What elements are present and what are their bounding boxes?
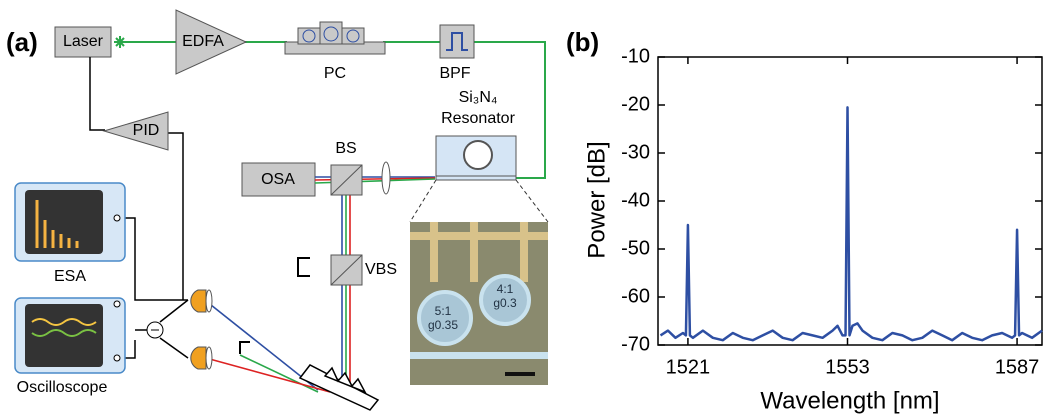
pc-device: [302, 29, 316, 43]
control-wires: [125, 340, 136, 359]
pc-device: [346, 29, 360, 43]
laser-label: Laser: [63, 33, 104, 50]
lens: [381, 161, 391, 195]
spectrum-line: [659, 106, 1043, 342]
esa-trace: [35, 200, 79, 248]
photodetectors: [190, 346, 207, 370]
y-tick-label: -70: [621, 333, 650, 355]
y-tick-label: -40: [621, 189, 650, 211]
y-tick-label: -30: [621, 141, 650, 163]
setup-diagram: (a) Laser EDFA PC BPF Si₃N₄ Resonator: [6, 9, 549, 411]
bs-diagonal: [330, 164, 363, 196]
y-tick-label: -60: [621, 285, 650, 307]
bpf-box: [439, 24, 475, 59]
inset-label: g0.3: [493, 296, 517, 310]
resonator-material: Si₃N₄: [459, 89, 498, 106]
y-axis-label: Power [dB]: [583, 141, 610, 258]
oscilloscope-label: Oscilloscope: [17, 379, 108, 396]
inset-connectors: [409, 179, 549, 223]
grating-teeth: [323, 366, 367, 394]
bpf-icon: [446, 32, 468, 51]
beams: [205, 300, 319, 391]
inset-label: 5:1: [435, 304, 452, 318]
grating: [298, 364, 380, 411]
photodetectors: [205, 346, 213, 370]
bs-label: BS: [335, 140, 356, 157]
beam-dump: [297, 257, 310, 277]
inset-label: 4:1: [497, 282, 514, 296]
bpf-label: BPF: [439, 65, 470, 82]
pid-label: PID: [133, 122, 160, 139]
micrograph: [410, 232, 548, 240]
resonator-label: Resonator: [441, 110, 515, 127]
micrograph: [470, 222, 478, 282]
panel-label: (b): [566, 27, 599, 57]
micrograph: [417, 290, 473, 346]
pc-label: PC: [324, 65, 346, 82]
control-wires: [89, 57, 189, 359]
photodetectors: [205, 289, 213, 313]
inset-connectors: [409, 179, 437, 223]
panel-label: (a): [6, 27, 38, 57]
photodetectors: [190, 289, 207, 313]
control-wires: [125, 217, 188, 301]
esa-port: [113, 214, 121, 222]
control-wires: [168, 132, 184, 300]
vbs-diagonal: [330, 254, 363, 286]
oscilloscope-trace: [31, 329, 97, 337]
x-tick-label: 1521: [666, 356, 711, 378]
pump-path: [126, 41, 546, 179]
micrograph: [430, 222, 438, 282]
y-tick-label: -50: [621, 237, 650, 259]
vbs-label: VBS: [365, 261, 397, 278]
pc-device: [284, 21, 386, 55]
laser-box: [54, 26, 112, 58]
x-tick-label: 1587: [995, 356, 1040, 378]
laser-star: [114, 36, 126, 48]
control-wires: [159, 299, 189, 323]
x-tick-label: 1553: [825, 356, 870, 378]
control-wires: [89, 57, 105, 131]
ring: [463, 140, 493, 170]
beams: [205, 357, 331, 393]
photodetectors: [190, 289, 213, 370]
micrograph: 5:1 g0.35 4:1 g0.3: [410, 222, 548, 385]
micrograph: [479, 274, 531, 326]
micrograph: [505, 372, 535, 376]
osa-box: [241, 162, 316, 197]
osa-label: OSA: [261, 171, 295, 188]
y-tick-label: -10: [621, 45, 650, 67]
inset-label: g0.35: [428, 318, 458, 332]
pump-path: [474, 41, 546, 179]
osc-port: [113, 354, 121, 362]
beams: [205, 176, 436, 393]
micrograph: [520, 222, 528, 282]
inset-connectors: [515, 179, 549, 223]
pc-device: [341, 27, 365, 45]
osc-port: [113, 300, 121, 308]
esa-label: ESA: [54, 268, 86, 285]
micrograph: [410, 352, 548, 359]
beam-dump: [239, 341, 250, 354]
laser-star: [115, 37, 125, 47]
y-tick-label: -20: [621, 93, 650, 115]
edfa-amplifier: [175, 9, 248, 75]
control-wires: [159, 337, 189, 359]
x-axis-label: Wavelength [nm]: [760, 387, 939, 414]
edfa-label: EDFA: [182, 33, 224, 50]
pc-device: [323, 26, 339, 42]
oscilloscope-trace: [31, 318, 97, 326]
pid-block: [102, 111, 169, 151]
